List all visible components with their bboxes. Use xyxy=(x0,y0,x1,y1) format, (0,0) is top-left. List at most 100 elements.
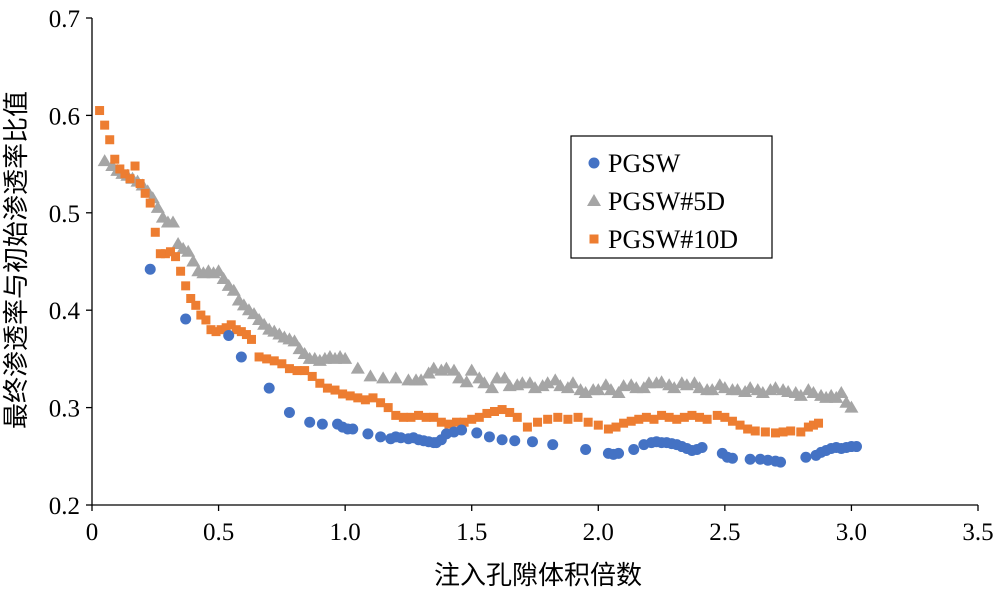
triangle-point xyxy=(806,385,821,398)
square-point xyxy=(105,135,115,145)
square-point xyxy=(145,198,155,208)
square-point xyxy=(750,426,760,436)
circle-point xyxy=(547,439,559,451)
triangle-point xyxy=(477,376,492,389)
square-point xyxy=(634,414,644,424)
series-square xyxy=(95,106,824,438)
square-point xyxy=(246,334,256,344)
square-point xyxy=(702,414,712,424)
square-point xyxy=(687,410,697,420)
triangle-point xyxy=(350,361,365,374)
triangle-point xyxy=(603,383,618,396)
circle-point xyxy=(483,431,495,443)
circle-point xyxy=(696,442,708,454)
square-point xyxy=(115,164,125,174)
triangle-point xyxy=(446,363,461,376)
square-point xyxy=(110,154,120,164)
square-point xyxy=(489,406,499,416)
square-point xyxy=(573,412,583,422)
y-tick-label: 0.7 xyxy=(49,6,80,33)
square-point xyxy=(482,408,492,418)
square-point xyxy=(743,424,753,434)
square-point xyxy=(603,424,613,434)
triangle-point xyxy=(226,283,241,296)
triangle-point xyxy=(376,371,391,384)
square-point xyxy=(176,266,186,276)
square-point xyxy=(300,366,310,376)
square-point xyxy=(808,420,818,430)
triangle-point xyxy=(388,371,403,384)
triangle-point xyxy=(150,200,165,213)
square-point xyxy=(135,179,145,189)
circle-point xyxy=(850,441,862,453)
square-point xyxy=(649,414,659,424)
triangle-point xyxy=(464,363,479,376)
triangle-point xyxy=(216,272,231,285)
square-point xyxy=(221,323,231,333)
y-tick-label: 0.4 xyxy=(49,298,81,325)
series-circle xyxy=(144,263,862,468)
y-tick-label: 0.6 xyxy=(49,103,80,130)
square-point xyxy=(196,310,206,320)
triangle-point xyxy=(565,376,580,389)
square-point xyxy=(429,412,439,422)
x-tick-label: 2.0 xyxy=(583,519,614,546)
square-point xyxy=(236,327,246,337)
legend-label: PGSW#10D xyxy=(608,225,738,254)
x-tick-label: 0.5 xyxy=(203,519,234,546)
square-point xyxy=(315,378,325,388)
triangle-point xyxy=(591,383,606,396)
circle-point xyxy=(613,447,625,459)
square-point xyxy=(619,418,629,428)
square-point xyxy=(778,427,788,437)
square-point xyxy=(664,412,674,422)
square-point xyxy=(95,106,105,116)
circle-point xyxy=(362,428,374,440)
triangle-point xyxy=(844,400,859,413)
square-point xyxy=(125,174,135,184)
square-point xyxy=(611,422,621,432)
circle-point xyxy=(316,418,328,430)
square-point xyxy=(522,422,532,432)
square-point xyxy=(231,325,241,335)
square-point xyxy=(720,412,730,422)
y-tick-label: 0.3 xyxy=(49,396,80,423)
square-point xyxy=(727,416,737,426)
triangle-point xyxy=(287,334,302,347)
square-point xyxy=(444,419,454,429)
triangle-point xyxy=(363,369,378,382)
circle-point xyxy=(144,263,156,275)
square-point xyxy=(140,188,150,198)
square-point xyxy=(641,412,651,422)
square-point xyxy=(657,410,667,420)
y-tick-label: 0.2 xyxy=(49,493,80,520)
triangle-point xyxy=(611,385,626,398)
x-tick-label: 1.0 xyxy=(330,519,361,546)
square-point xyxy=(241,330,251,340)
square-point xyxy=(211,327,221,337)
square-point xyxy=(171,252,181,262)
circle-point xyxy=(223,330,235,342)
square-point xyxy=(338,389,348,399)
legend-marker-circle xyxy=(588,157,600,169)
square-point xyxy=(216,325,226,335)
square-point xyxy=(563,414,573,424)
y-axis-ticks: 0.2 0.3 0.4 0.5 0.6 0.7 xyxy=(49,6,92,520)
circle-point xyxy=(526,436,538,448)
circle-point xyxy=(775,456,787,468)
triangle-point xyxy=(484,381,499,394)
square-point xyxy=(803,422,813,432)
circle-point xyxy=(628,443,640,455)
square-point xyxy=(254,352,264,362)
circle-point xyxy=(726,452,738,464)
square-point xyxy=(543,414,553,424)
square-point xyxy=(593,420,603,430)
circle-point xyxy=(496,434,508,446)
series-triangle xyxy=(97,154,859,413)
square-point xyxy=(100,120,110,130)
circle-point xyxy=(800,451,812,463)
x-tick-label: 2.5 xyxy=(709,519,740,546)
circle-point xyxy=(456,424,468,436)
square-point xyxy=(533,417,543,427)
